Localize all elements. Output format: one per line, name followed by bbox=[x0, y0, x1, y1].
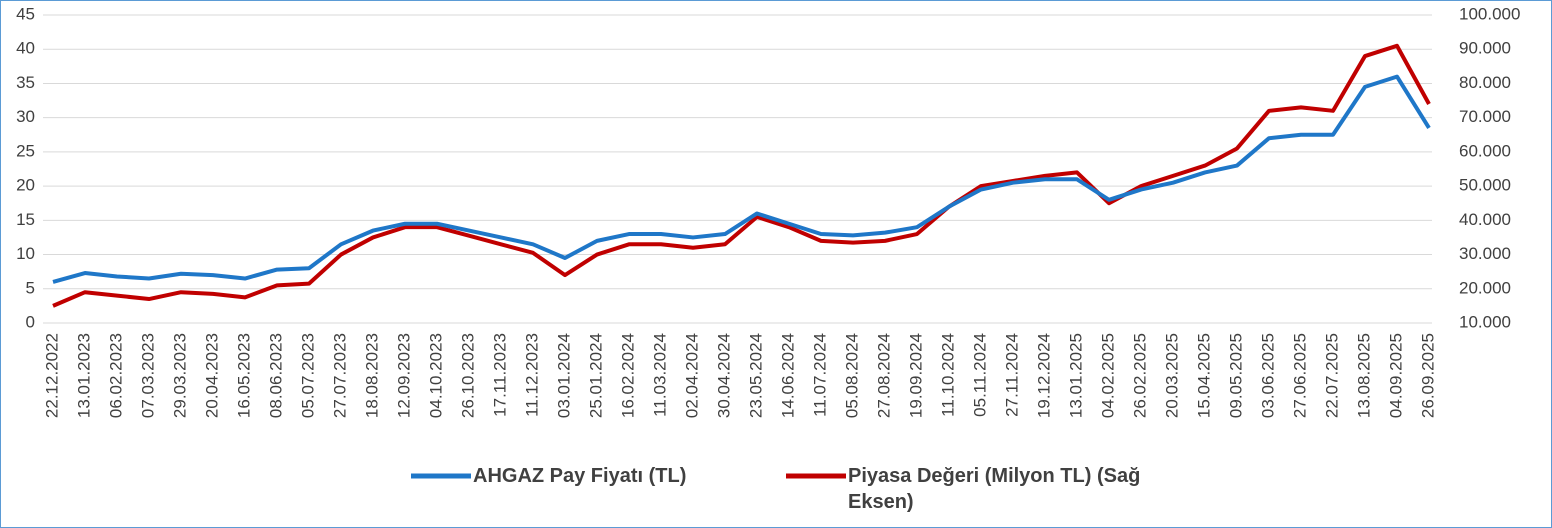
x-tick-label: 26.02.2025 bbox=[1130, 333, 1149, 418]
x-tick-label: 19.09.2024 bbox=[906, 333, 925, 418]
x-tick-label: 27.11.2024 bbox=[1002, 333, 1021, 417]
x-tick-label: 05.11.2024 bbox=[970, 333, 989, 417]
x-tick-label: 11.10.2024 bbox=[938, 333, 957, 417]
y-tick-label: 15 bbox=[16, 210, 35, 229]
y2-tick-label: 100.000 bbox=[1459, 4, 1520, 23]
x-tick-label: 11.12.2023 bbox=[522, 333, 541, 417]
y-tick-label: 0 bbox=[26, 312, 35, 331]
x-tick-label: 13.01.2025 bbox=[1066, 333, 1085, 418]
x-tick-label: 22.12.2022 bbox=[42, 333, 61, 418]
x-tick-label: 22.07.2025 bbox=[1322, 333, 1341, 418]
y2-tick-label: 10.000 bbox=[1459, 312, 1511, 331]
x-tick-label: 23.05.2024 bbox=[746, 333, 765, 418]
x-tick-label: 26.09.2025 bbox=[1418, 333, 1437, 418]
x-tick-label: 19.12.2024 bbox=[1034, 333, 1053, 418]
x-tick-label: 15.04.2025 bbox=[1194, 333, 1213, 418]
x-tick-label: 27.08.2024 bbox=[874, 333, 893, 418]
series-line bbox=[52, 43, 1431, 308]
x-tick-label: 07.03.2023 bbox=[138, 333, 157, 418]
y-tick-label: 30 bbox=[16, 107, 35, 126]
y-tick-label: 20 bbox=[16, 176, 35, 195]
y-tick-label: 45 bbox=[16, 4, 35, 23]
x-tick-label: 04.10.2023 bbox=[426, 333, 445, 418]
y-tick-label: 25 bbox=[16, 141, 35, 160]
y2-tick-label: 90.000 bbox=[1459, 39, 1511, 58]
x-tick-label: 04.02.2025 bbox=[1098, 333, 1117, 418]
y-tick-label: 40 bbox=[16, 39, 35, 58]
x-tick-label: 25.01.2024 bbox=[586, 333, 605, 418]
x-tick-label: 06.02.2023 bbox=[106, 333, 125, 418]
x-tick-label: 03.06.2025 bbox=[1258, 333, 1277, 418]
x-tick-label: 17.11.2023 bbox=[490, 333, 509, 417]
legend-label: AHGAZ Pay Fiyatı (TL) bbox=[473, 465, 687, 487]
x-tick-label: 16.02.2024 bbox=[618, 333, 637, 418]
x-tick-label: 27.06.2025 bbox=[1290, 333, 1309, 418]
y-tick-label: 35 bbox=[16, 73, 35, 92]
y2-tick-label: 50.000 bbox=[1459, 176, 1511, 195]
y2-tick-label: 20.000 bbox=[1459, 278, 1511, 297]
y2-tick-label: 80.000 bbox=[1459, 73, 1511, 92]
x-tick-label: 13.01.2023 bbox=[74, 333, 93, 418]
legend-label: Piyasa Değeri (Milyon TL) (Sağ Eksen) bbox=[848, 465, 1141, 513]
x-tick-label: 30.04.2024 bbox=[714, 333, 733, 418]
x-tick-label: 04.09.2025 bbox=[1386, 333, 1405, 418]
y-tick-label: 10 bbox=[16, 244, 35, 263]
x-tick-label: 11.07.2024 bbox=[810, 333, 829, 417]
x-tick-label: 05.07.2023 bbox=[298, 333, 317, 418]
x-tick-label: 14.06.2024 bbox=[778, 333, 797, 418]
y-tick-label: 5 bbox=[26, 278, 35, 297]
x-tick-label: 26.10.2023 bbox=[458, 333, 477, 418]
x-tick-label: 09.05.2025 bbox=[1226, 333, 1245, 418]
y2-tick-label: 40.000 bbox=[1459, 210, 1511, 229]
x-tick-label: 16.05.2023 bbox=[234, 333, 253, 418]
x-tick-label: 03.01.2024 bbox=[554, 333, 573, 418]
y2-tick-label: 30.000 bbox=[1459, 244, 1511, 263]
x-tick-label: 08.06.2023 bbox=[266, 333, 285, 418]
series-line bbox=[52, 74, 1431, 284]
x-tick-label: 12.09.2023 bbox=[394, 333, 413, 418]
x-tick-label: 02.04.2024 bbox=[682, 333, 701, 418]
x-tick-label: 18.08.2023 bbox=[362, 333, 381, 418]
x-tick-label: 20.03.2025 bbox=[1162, 333, 1181, 418]
x-tick-label: 29.03.2023 bbox=[170, 333, 189, 418]
x-tick-label: 05.08.2024 bbox=[842, 333, 861, 418]
x-tick-label: 27.07.2023 bbox=[330, 333, 349, 418]
x-tick-label: 13.08.2025 bbox=[1354, 333, 1373, 418]
y2-tick-label: 60.000 bbox=[1459, 141, 1511, 160]
y2-tick-label: 70.000 bbox=[1459, 107, 1511, 126]
x-tick-label: 20.04.2023 bbox=[202, 333, 221, 418]
x-tick-label: 11.03.2024 bbox=[650, 333, 669, 417]
